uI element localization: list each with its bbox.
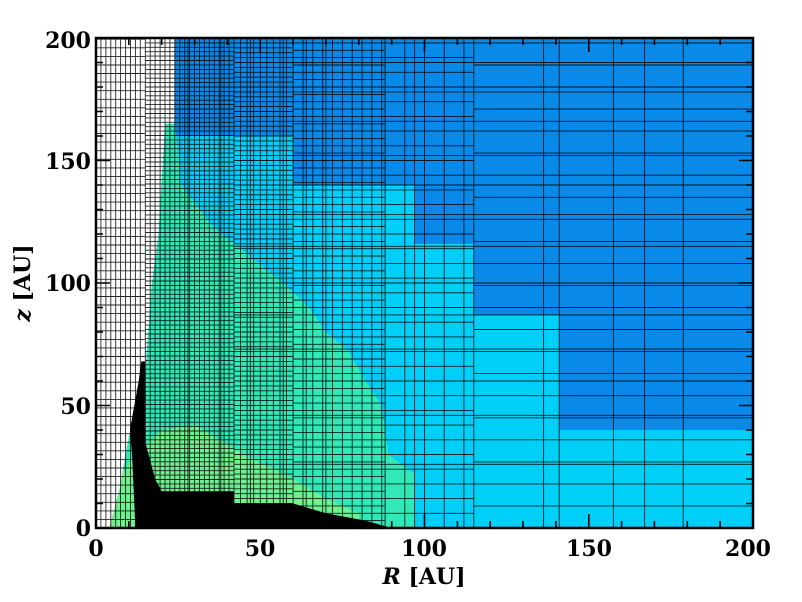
- x-axis-label: R [AU]: [381, 564, 465, 590]
- x-tick-label: 0: [88, 536, 103, 562]
- x-axis-unit: [AU]: [408, 564, 465, 590]
- x-tick-label: 100: [401, 536, 447, 562]
- plot-area: [96, 38, 753, 528]
- y-tick-label: 200: [45, 28, 91, 54]
- y-axis-variable: z: [10, 309, 36, 323]
- axis-ticks: [95, 37, 754, 529]
- y-tick-label: 150: [45, 149, 91, 175]
- x-tick-label: 150: [566, 536, 612, 562]
- y-tick-label: 0: [76, 516, 91, 542]
- mesh-lines: [96, 38, 753, 528]
- y-tick-label: 100: [45, 271, 91, 297]
- x-tick-label: 200: [725, 536, 771, 562]
- y-axis-unit: [AU]: [10, 244, 36, 301]
- mesh-grid: [96, 38, 753, 528]
- tick-marks: [95, 37, 754, 529]
- y-tick-label: 50: [60, 394, 91, 420]
- x-axis-variable: R: [381, 564, 400, 590]
- x-tick-label: 50: [245, 536, 276, 562]
- y-axis-label: z [AU]: [10, 244, 36, 322]
